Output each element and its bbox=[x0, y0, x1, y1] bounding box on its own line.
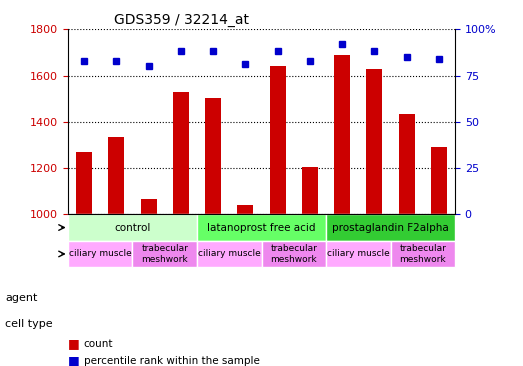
FancyBboxPatch shape bbox=[197, 241, 262, 267]
Text: ciliary muscle: ciliary muscle bbox=[69, 250, 132, 258]
FancyBboxPatch shape bbox=[326, 241, 391, 267]
Bar bbox=[76, 152, 92, 214]
Text: prostaglandin F2alpha: prostaglandin F2alpha bbox=[332, 223, 449, 232]
Bar bbox=[431, 147, 447, 214]
Bar bbox=[141, 199, 157, 214]
Bar bbox=[237, 205, 254, 214]
Text: ciliary muscle: ciliary muscle bbox=[198, 250, 260, 258]
Bar bbox=[302, 167, 318, 214]
Bar bbox=[108, 137, 124, 214]
Text: cell type: cell type bbox=[5, 319, 53, 329]
Text: trabecular
meshwork: trabecular meshwork bbox=[270, 244, 317, 264]
Bar bbox=[334, 55, 350, 214]
FancyBboxPatch shape bbox=[197, 214, 326, 241]
Text: control: control bbox=[115, 223, 151, 232]
Text: agent: agent bbox=[5, 293, 38, 303]
Text: count: count bbox=[84, 339, 113, 349]
Text: GDS359 / 32214_at: GDS359 / 32214_at bbox=[115, 13, 249, 27]
FancyBboxPatch shape bbox=[68, 214, 197, 241]
Text: trabecular
meshwork: trabecular meshwork bbox=[141, 244, 188, 264]
Bar bbox=[399, 114, 415, 214]
Text: ciliary muscle: ciliary muscle bbox=[327, 250, 390, 258]
Text: ■: ■ bbox=[68, 354, 79, 366]
Bar bbox=[269, 66, 286, 214]
FancyBboxPatch shape bbox=[132, 241, 197, 267]
FancyBboxPatch shape bbox=[391, 241, 455, 267]
Text: trabecular
meshwork: trabecular meshwork bbox=[400, 244, 446, 264]
Text: latanoprost free acid: latanoprost free acid bbox=[207, 223, 316, 232]
FancyBboxPatch shape bbox=[326, 214, 455, 241]
Bar bbox=[366, 68, 382, 214]
FancyBboxPatch shape bbox=[68, 241, 132, 267]
Bar bbox=[173, 92, 189, 214]
Bar bbox=[205, 97, 221, 214]
Text: percentile rank within the sample: percentile rank within the sample bbox=[84, 355, 259, 366]
Text: ■: ■ bbox=[68, 337, 79, 351]
FancyBboxPatch shape bbox=[262, 241, 326, 267]
